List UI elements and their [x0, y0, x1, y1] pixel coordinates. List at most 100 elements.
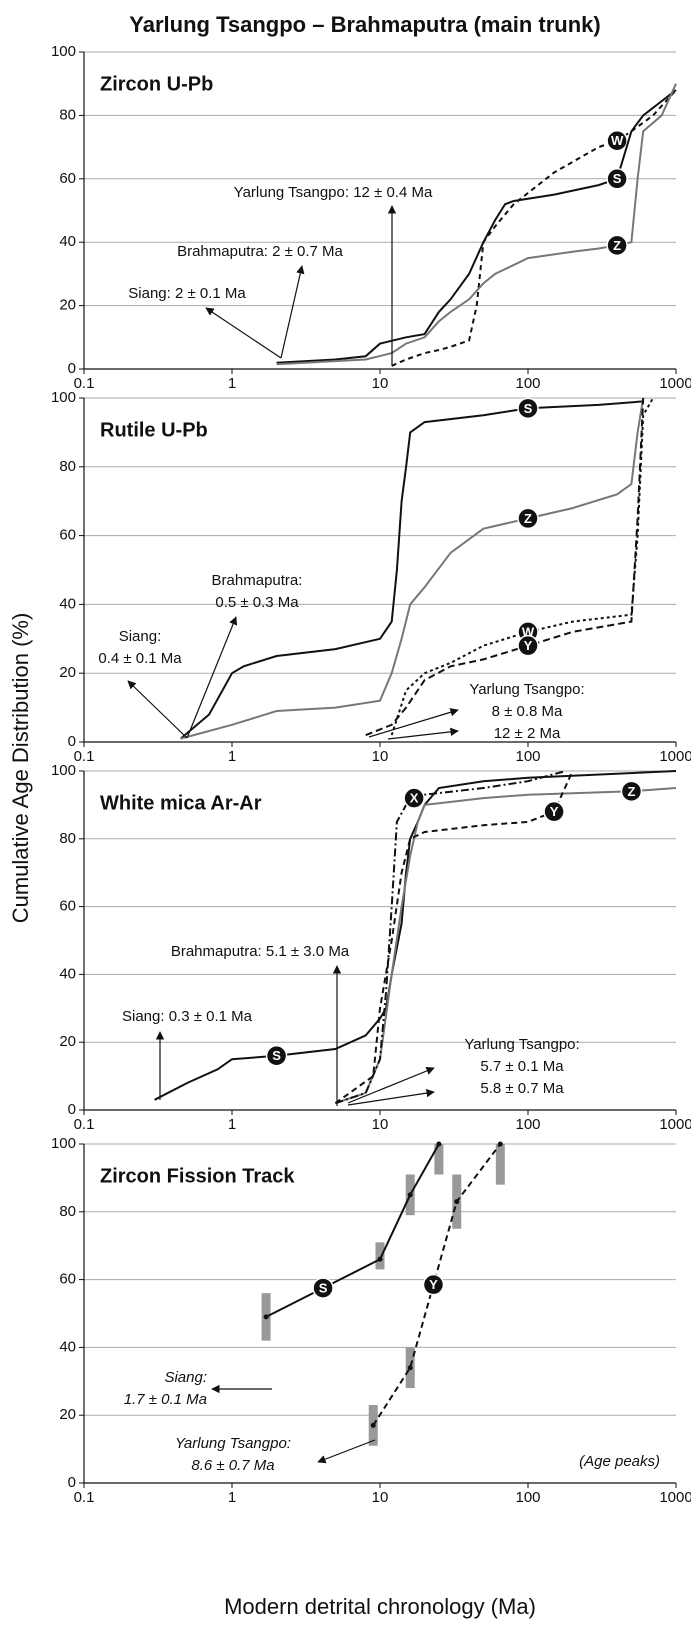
y-tick-label: 40: [59, 595, 76, 612]
annotation: 12 ± 2 Ma: [494, 725, 561, 742]
x-tick-label: 100: [515, 1489, 540, 1506]
series-label-bg: [403, 787, 425, 809]
series-line: [180, 400, 644, 740]
x-tick-label: 1: [228, 375, 236, 392]
y-tick-label: 40: [59, 1338, 76, 1355]
series-label: S: [319, 1281, 328, 1296]
annotation-arrow: [368, 708, 459, 738]
x-axis-label: Modern detrital chronology (Ma): [224, 1594, 536, 1619]
series-label-bg: [517, 507, 539, 530]
annotation-arrow: [347, 1066, 435, 1104]
annotation: 0.4 ± 0.1 Ma: [98, 650, 182, 667]
y-tick-label: 60: [59, 527, 76, 544]
annotation-arrow: [205, 307, 282, 359]
point: [263, 1314, 269, 1320]
series-label-bg: [606, 130, 628, 152]
point: [407, 1365, 413, 1371]
series-label-bg: [422, 1273, 445, 1296]
x-tick-label: 1000: [659, 1489, 691, 1506]
point: [407, 1192, 413, 1198]
series-line: [335, 770, 567, 1105]
panel-title: White mica Ar-Ar: [100, 792, 262, 814]
y-tick-label: 80: [59, 458, 76, 475]
series-label: Z: [613, 238, 621, 253]
series-label-bg: [606, 234, 628, 257]
range-box: [375, 1242, 385, 1270]
x-tick-label: 0.1: [74, 1489, 95, 1506]
point: [370, 1422, 376, 1428]
y-tick-label: 0: [68, 1101, 76, 1118]
x-tick-label: 1: [228, 1489, 236, 1506]
series-label-bg: [620, 780, 643, 803]
series-line: [180, 397, 645, 740]
panel-title: Rutile U-Pb: [100, 419, 208, 441]
annotation-arrow: [186, 616, 238, 739]
series-label: S: [524, 401, 533, 416]
annotation: (Age peaks): [579, 1453, 660, 1470]
annotation: Yarlung Tsangpo: 12 ± 0.4 Ma: [234, 184, 433, 201]
annotation-arrow: [347, 1088, 435, 1106]
annotation: Yarlung Tsangpo:: [175, 1435, 291, 1452]
y-tick-label: 20: [59, 1033, 76, 1050]
y-tick-label: 100: [51, 1135, 76, 1152]
annotation: 8 ± 0.8 Ma: [492, 703, 563, 720]
y-tick-label: 20: [59, 1406, 76, 1423]
y-tick-label: 20: [59, 664, 76, 681]
series-label-bg: [517, 397, 539, 420]
series-line: [334, 770, 574, 1105]
annotation-arrow: [317, 1439, 376, 1464]
annotation-arrow: [280, 265, 305, 359]
y-tick-label: 60: [59, 170, 76, 187]
range-box: [434, 1144, 444, 1175]
figure-title: Yarlung Tsangpo – Brahmaputra (main trun…: [129, 12, 600, 37]
y-axis-label: Cumulative Age Distribution (%): [8, 613, 33, 924]
annotation: Siang: 2 ± 0.1 Ma: [128, 285, 246, 302]
panel: 0 20 40 60 80 100 0.1 1 10 100 1000 Zircon Fission …: [51, 1135, 691, 1506]
annotation-arrow: [127, 680, 188, 739]
series-line: [335, 787, 677, 1105]
series-label: Z: [524, 511, 532, 526]
panel-title: Zircon Fission Track: [100, 1165, 295, 1187]
series-label: Z: [627, 784, 635, 799]
series-label: W: [611, 133, 624, 148]
y-tick-label: 0: [68, 733, 76, 750]
x-tick-label: 0.1: [74, 1116, 95, 1133]
y-tick-label: 80: [59, 106, 76, 123]
series-label: S: [613, 171, 622, 186]
annotation: 5.8 ± 0.7 Ma: [480, 1080, 564, 1097]
x-tick-label: 10: [372, 1489, 389, 1506]
annotation: Brahmaputra: 2 ± 0.7 Ma: [177, 243, 343, 260]
annotation: Yarlung Tsangpo:: [469, 681, 584, 698]
annotation: 8.6 ± 0.7 Ma: [191, 1457, 274, 1474]
x-tick-label: 1: [228, 1116, 236, 1133]
annotation-arrow: [387, 727, 459, 740]
series-label-bg: [265, 1045, 288, 1067]
y-tick-label: 100: [51, 43, 76, 60]
series-label-bg: [543, 800, 565, 823]
y-tick-label: 0: [68, 360, 76, 377]
annotation: Brahmaputra: 5.1 ± 3.0 Ma: [171, 943, 350, 960]
annotation: 1.7 ± 0.1 Ma: [124, 1391, 207, 1408]
y-tick-label: 0: [68, 1474, 76, 1491]
series-line: [154, 770, 677, 1101]
series-label-bg: [517, 634, 539, 657]
series-label-bg: [312, 1277, 334, 1299]
series-label: Y: [524, 638, 533, 653]
y-tick-label: 80: [59, 830, 76, 847]
series-label-bg: [606, 168, 628, 190]
y-tick-label: 60: [59, 1271, 76, 1288]
x-tick-label: 10: [372, 1116, 389, 1133]
annotation: Siang: 0.3 ± 0.1 Ma: [122, 1008, 253, 1025]
y-tick-label: 80: [59, 1203, 76, 1220]
panel: 0 20 40 60 80 100 0.1 1 10 100 1000 White mica Ar-A…: [51, 762, 691, 1133]
x-tick-label: 1000: [659, 375, 691, 392]
annotation: Yarlung Tsangpo:: [464, 1036, 579, 1053]
series-label: X: [410, 791, 419, 806]
annotation: 5.7 ± 0.1 Ma: [480, 1058, 564, 1075]
series-line: [390, 397, 654, 736]
x-tick-label: 100: [515, 748, 540, 765]
annotation: 0.5 ± 0.3 Ma: [215, 594, 299, 611]
point: [377, 1256, 383, 1262]
